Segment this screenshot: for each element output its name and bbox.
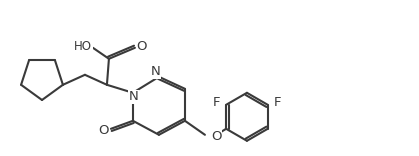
- Text: N: N: [151, 65, 161, 78]
- Text: O: O: [137, 40, 147, 53]
- Text: HO: HO: [74, 40, 92, 53]
- Text: O: O: [211, 130, 221, 143]
- Text: F: F: [212, 96, 220, 109]
- Text: F: F: [274, 96, 282, 109]
- Text: O: O: [98, 124, 109, 137]
- Text: N: N: [129, 90, 139, 103]
